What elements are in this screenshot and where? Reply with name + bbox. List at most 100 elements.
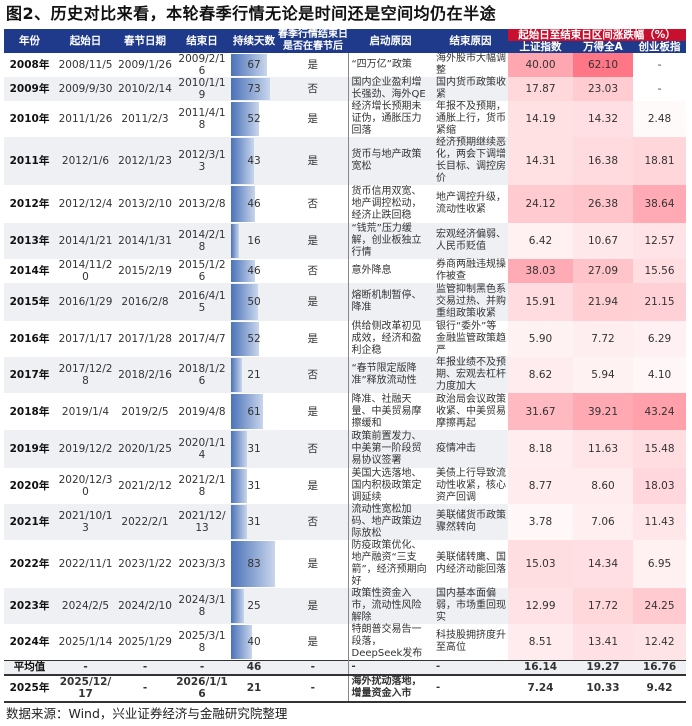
start-reason-cell: “春节限定版降准”释放流动性 <box>347 357 433 393</box>
sh-return-cell: 12.99 <box>508 588 573 624</box>
days-data-bar <box>231 138 254 184</box>
wind-return-cell: 13.41 <box>573 624 633 661</box>
start-date-cell: 2012/1/6 <box>55 137 116 185</box>
after-spring-cell: 是 <box>278 137 348 185</box>
cyb-return-cell: 11.43 <box>633 504 687 540</box>
table-row: 2020年 2020/12/30 2021/2/12 2021/2/18 31 是 美国大选… <box>4 468 687 504</box>
days-value: 73 <box>247 83 261 95</box>
wind-return-cell: 14.32 <box>573 101 633 137</box>
start-date-cell: 2017/12/28 <box>55 357 116 393</box>
after-spring-cell: 否 <box>278 430 348 468</box>
start-date-cell: 2011/1/26 <box>58 113 113 125</box>
year-cell: 2010年 <box>9 113 50 125</box>
wind-return-cell: 16.38 <box>573 137 633 185</box>
year-cell: 平均值 <box>4 660 55 675</box>
after-spring-cell: 否 <box>307 265 319 277</box>
days-value: 46 <box>247 198 261 210</box>
end-date-cell: 2015/1/26 <box>178 259 226 283</box>
cyb-return-cell: 4.10 <box>633 357 687 393</box>
start-reason-cell: 货币信用双宽、地产调控松动，经济止跌回稳 <box>347 185 433 223</box>
table-row: 2017年 2017/12/28 2018/2/16 2018/1/26 21 否 “春节限… <box>4 357 687 393</box>
header-cyb: 创业板指 <box>633 41 687 53</box>
end-date-cell: - <box>174 660 230 675</box>
after-spring-cell: 是 <box>307 558 319 570</box>
end-reason-cell: 年报业绩不及预期、宏观去杠杆力度加大 <box>433 357 508 393</box>
days-data-bar <box>231 102 259 136</box>
start-reason-cell: “四万亿”政策 <box>347 53 433 77</box>
header-start-reason: 启动原因 <box>348 29 433 53</box>
year-cell: 2019年 <box>4 430 55 468</box>
days-data-bar <box>231 431 248 467</box>
cyb-return-cell: 15.56 <box>633 259 687 283</box>
cyb-return-cell: - <box>633 77 687 101</box>
days-data-bar <box>231 224 240 258</box>
spring-date-cell: 2025/1/29 <box>118 636 172 648</box>
table-row: 2013年 2014/1/21 2014/1/31 2014/2/18 16 是 “钱荒”压… <box>4 223 687 259</box>
start-date-cell: 2012/12/4 <box>58 198 113 210</box>
end-date-cell: 2021/12/13 <box>174 504 230 540</box>
end-reason-cell: 券商两融违规操作被查 <box>436 259 506 282</box>
start-reason-cell: 货币与地产政策宽松 <box>347 137 433 185</box>
days-cell: 46 <box>230 185 278 223</box>
header-year: 年份 <box>4 29 55 53</box>
cyb-return-cell: 38.64 <box>633 185 687 223</box>
sh-return-cell: 8.62 <box>508 357 573 393</box>
year-cell: 2012年 <box>9 198 50 210</box>
sh-return-cell: 8.77 <box>508 468 573 504</box>
sh-return-cell: 31.67 <box>508 393 573 430</box>
start-reason-cell: 防疫政策优化、地产融资“三支箭”，经济预期向好 <box>347 540 433 588</box>
wind-return-cell: 11.63 <box>573 430 633 468</box>
year-cell: 2020年 <box>9 480 50 492</box>
start-date-cell: 2019/12/2 <box>55 430 116 468</box>
start-reason-cell: 美国大选落地、国内积极政策定调延续 <box>347 468 433 504</box>
cyb-return-cell: 12.42 <box>633 624 687 661</box>
start-reason-cell: 供给侧改革初见成效，经济和盈利企稳 <box>347 321 433 357</box>
wind-return-cell: 8.60 <box>573 468 633 504</box>
wind-return-cell: 21.94 <box>573 283 633 321</box>
spring-date-cell: 2014/1/31 <box>116 223 174 259</box>
days-value: 52 <box>247 113 261 125</box>
start-date-cell: 2021/10/13 <box>55 504 116 540</box>
cyb-return-cell: 2.48 <box>633 101 687 137</box>
cyb-return-cell: 16.76 <box>633 660 687 675</box>
cyb-return-cell: 21.15 <box>633 283 687 321</box>
after-spring-cell: - <box>278 660 348 675</box>
wind-return-cell: 27.09 <box>573 259 633 283</box>
start-date-cell: 2025/1/14 <box>58 636 113 648</box>
table-row: 2023年 2024/2/5 2024/2/10 2024/3/18 25 是政策性资金入… <box>4 588 687 624</box>
year-cell: 2024年 <box>9 636 50 648</box>
end-date-cell: 2021/2/18 <box>178 474 226 498</box>
table-row: 2024年 2025/1/14 2025/1/29 2025/3/18 40 是 特朗普交易… <box>4 624 687 661</box>
days-cell: 21 <box>230 357 278 393</box>
end-reason-cell: 科技股拥挤度升至高位 <box>436 630 506 653</box>
days-value: 83 <box>247 558 261 570</box>
wind-return-cell: 7.06 <box>573 504 633 540</box>
after-spring-cell: 是 <box>307 480 319 492</box>
year-cell: 2018年 <box>9 405 50 418</box>
end-date-cell: 2009/2/16 <box>178 53 226 77</box>
days-cell: 83 <box>230 540 278 588</box>
start-reason-cell: 海外扰动落地，增量资金入市 <box>347 673 433 703</box>
days-value: 25 <box>247 600 261 612</box>
end-date-cell: 2016/4/15 <box>174 283 230 321</box>
header-end-reason: 结束原因 <box>433 29 508 53</box>
days-cell: 31 <box>230 468 278 504</box>
end-date-cell: 2025/3/18 <box>178 630 226 654</box>
end-reason-cell: 年报不及预期，通胀上行，货币紧缩 <box>436 101 506 136</box>
sh-return-cell: 8.51 <box>508 624 573 661</box>
table-row: 2009年 2009/9/30 2010/2/14 2010/1/19 73 否国内企业盈… <box>4 77 687 101</box>
sh-return-cell: 7.24 <box>508 673 573 703</box>
end-date-cell: 2026/1/16 <box>174 673 230 703</box>
start-date-cell: 2017/1/17 <box>58 333 113 345</box>
wind-return-cell: 26.38 <box>573 185 633 223</box>
spring-date-cell: 2011/2/3 <box>121 113 169 125</box>
spring-date-cell: 2009/1/26 <box>118 59 172 71</box>
start-reason-cell: 流动性宽松加码、地产政策边际放松 <box>347 504 433 540</box>
wind-return-cell: 10.33 <box>573 673 633 703</box>
after-spring-cell: - <box>278 673 348 703</box>
end-date-cell: 2024/3/18 <box>174 588 230 624</box>
after-spring-cell: 否 <box>278 77 348 101</box>
days-data-bar <box>231 394 264 429</box>
figure-title: 图2、历史对比来看，本轮春季行情无论是时间还是空间均仍在半途 <box>6 4 497 23</box>
days-value: 50 <box>247 296 261 308</box>
